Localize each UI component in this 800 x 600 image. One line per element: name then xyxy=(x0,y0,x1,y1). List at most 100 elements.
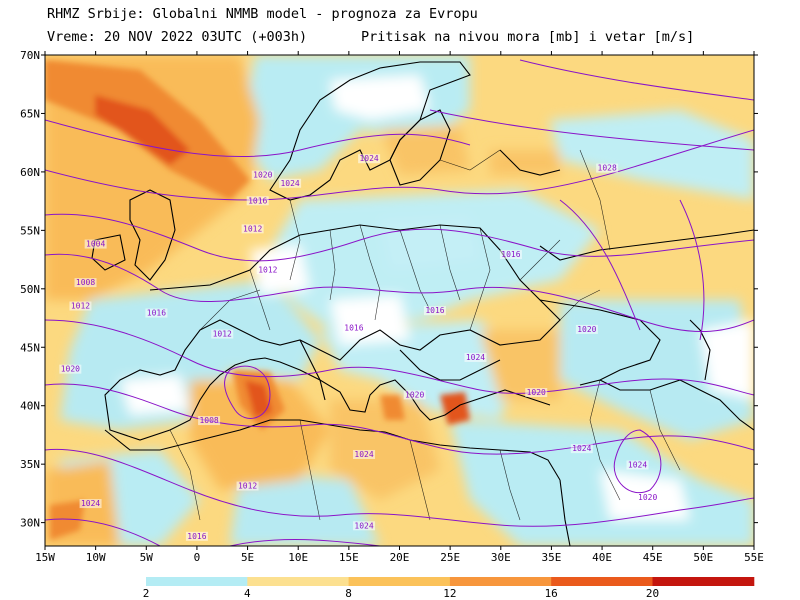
isobar-label: 1024 xyxy=(0,390,19,399)
isobar-label: 1024 xyxy=(628,461,647,470)
wind-speed-colorbar: 2 4 8 12 16 20 xyxy=(143,577,755,600)
isobar-label-bg xyxy=(236,481,259,491)
isobar-label-bg xyxy=(0,390,21,399)
isobar-label: 1016 xyxy=(344,324,363,333)
isobar-label: 1020 xyxy=(61,365,80,374)
lat-tick-label: 50N xyxy=(20,283,40,296)
lat-tick-label: 70N xyxy=(20,49,40,62)
isobar-label-bg xyxy=(74,278,97,288)
isobar-label: 1012 xyxy=(71,302,90,311)
isobar-label: 1020 xyxy=(253,171,272,180)
colorbar-label: 12 xyxy=(443,587,456,600)
isobar-label: 1024 xyxy=(354,450,373,459)
map-title: RHMZ Srbije: Globalni NMMB model - progn… xyxy=(47,6,478,22)
colorbar-swatch xyxy=(449,577,552,586)
isobar-label-bg xyxy=(499,250,522,260)
isobar-label: 1024 xyxy=(359,154,378,163)
isobar-label: 1016 xyxy=(248,196,267,205)
isobar-label-bg xyxy=(198,416,221,426)
isobar-label-bg xyxy=(185,531,208,541)
lon-tick-label: 5W xyxy=(140,551,154,564)
isobar-label-bg xyxy=(403,390,426,400)
isobar-label-bg xyxy=(79,499,102,509)
lon-tick-label: 10E xyxy=(288,551,308,564)
isobar-label: 1012 xyxy=(238,482,257,491)
axis-ticks xyxy=(41,51,758,550)
isobar-label-bg xyxy=(423,306,446,316)
isobar-label-bg xyxy=(626,460,649,470)
lat-tick-label: 65N xyxy=(20,107,40,120)
isobar-label: 1020 xyxy=(405,390,424,399)
lon-tick-label: 0 xyxy=(194,551,201,564)
colorbar-swatch xyxy=(551,577,653,586)
lon-tick-label: 45E xyxy=(643,551,663,564)
isobar-label-bg xyxy=(525,388,548,398)
isobar-labels: 1024 1020 1016 1012 1004 1008 1012 1016 1012 1016… xyxy=(0,154,659,541)
isobar-label: 1020 xyxy=(527,388,546,397)
isobar-label: 1004 xyxy=(86,240,105,249)
lon-tick-label: 30E xyxy=(491,551,511,564)
isobar-label-bg xyxy=(59,364,82,374)
isobar-label-bg xyxy=(211,329,234,339)
longitude-labels: 15W 10W 5W 0 5E 10E 15E 20E 25E 30E 35E 40E 45E 50E 55… xyxy=(35,551,764,564)
isobar-label-bg xyxy=(251,170,274,180)
lon-tick-label: 20E xyxy=(390,551,410,564)
colorbar-label: 16 xyxy=(545,587,558,600)
lon-tick-label: 40E xyxy=(592,551,612,564)
isobar-label-bg xyxy=(596,163,619,173)
lon-tick-label: 5E xyxy=(241,551,254,564)
isobar-label: 1012 xyxy=(213,330,232,339)
isobar-label: 1024 xyxy=(354,521,373,530)
lat-tick-label: 60N xyxy=(20,166,40,179)
lon-tick-label: 10W xyxy=(86,551,106,564)
coastlines xyxy=(91,61,754,546)
isobar-label-bg xyxy=(570,444,593,454)
isobar-label-bg xyxy=(636,493,659,503)
lat-tick-label: 35N xyxy=(20,458,40,471)
isobar-label-bg xyxy=(145,308,168,318)
isobar-label-bg xyxy=(279,178,302,188)
isobar-label: 1012 xyxy=(258,265,277,274)
lat-tick-label: 40N xyxy=(20,400,40,413)
lon-tick-label: 35E xyxy=(541,551,561,564)
isobar-label-bg xyxy=(464,352,487,362)
colorbar-swatch xyxy=(247,577,350,586)
lat-tick-label: 55N xyxy=(20,224,40,237)
colorbar-swatch xyxy=(146,577,248,586)
latitude-labels: 70N 65N 60N 55N 50N 45N 40N 35N 30N xyxy=(20,49,40,530)
isobar-label-bg xyxy=(353,449,376,459)
isobar-label: 1012 xyxy=(243,224,262,233)
colorbar-swatch xyxy=(652,577,755,586)
lat-tick-label: 30N xyxy=(20,517,40,530)
isobar-label: 1016 xyxy=(425,306,444,315)
field-description: Pritisak na nivou mora [mb] i vetar [m/s… xyxy=(361,29,695,45)
colorbar-label: 8 xyxy=(345,587,352,600)
isobar-label: 1024 xyxy=(280,179,299,188)
isobar-label: 1024 xyxy=(81,499,100,508)
isobar-label-bg xyxy=(69,301,92,311)
lon-tick-label: 55E xyxy=(744,551,764,564)
isobar-label-bg xyxy=(246,196,269,206)
isobar-label: 1020 xyxy=(577,325,596,334)
isobar-label: 1016 xyxy=(187,532,206,541)
colorbar-label: 20 xyxy=(646,587,659,600)
isobar-label: 1024 xyxy=(572,444,591,453)
isobar-label: 1008 xyxy=(199,416,218,425)
isobar-label-bg xyxy=(353,521,376,531)
colorbar-swatch xyxy=(348,577,451,586)
isobar-label: 1008 xyxy=(76,278,95,287)
lon-tick-label: 50E xyxy=(693,551,713,564)
lat-tick-label: 45N xyxy=(20,341,40,354)
colorbar-label: 4 xyxy=(244,587,251,600)
isobar-label: 1024 xyxy=(466,353,485,362)
isobar-label-bg xyxy=(84,239,107,249)
isobars xyxy=(45,59,754,546)
isobar-label-bg xyxy=(358,154,381,164)
isobar-label-bg xyxy=(575,324,598,334)
lon-tick-label: 15E xyxy=(339,551,359,564)
isobar-label: 1016 xyxy=(147,309,166,318)
valid-time: Vreme: 20 NOV 2022 03UTC (+003h) xyxy=(47,29,308,45)
isobar-label-bg xyxy=(342,323,365,333)
isobar-label: 1020 xyxy=(638,493,657,502)
